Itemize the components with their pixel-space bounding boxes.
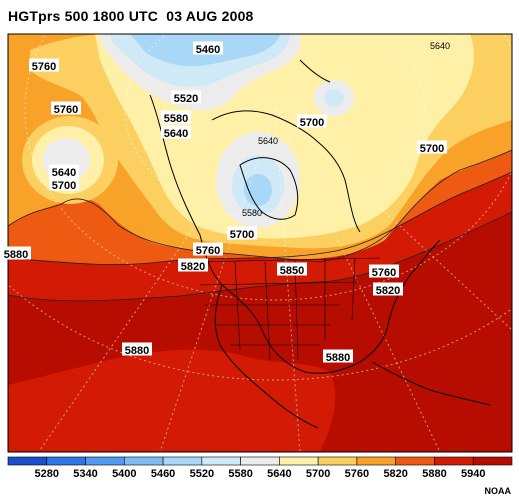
- contour-label-5880-sw: 5880: [122, 342, 152, 357]
- svg-text:5880: 5880: [125, 345, 149, 357]
- svg-text:5760: 5760: [32, 61, 56, 73]
- svg-text:5760: 5760: [196, 245, 220, 257]
- legend-label: 5580: [228, 468, 252, 480]
- svg-text:5880: 5880: [4, 249, 28, 261]
- svg-text:5760: 5760: [372, 267, 396, 279]
- contour-label-5640-hudson: 5640: [258, 136, 278, 146]
- credit-text: NOAA: [484, 486, 512, 496]
- legend-label: 5280: [35, 468, 59, 480]
- contour-label-5580-hudson: 5580: [242, 208, 262, 218]
- contour-label-5700-pac: 5700: [49, 177, 79, 192]
- contour-label-5880-gulf: 5880: [323, 349, 353, 364]
- legend-swatch: [279, 456, 319, 466]
- contour-label-5580-arctic: 5580: [161, 110, 191, 125]
- state-borders: [194, 257, 381, 361]
- legend-swatch: [472, 456, 513, 466]
- svg-text:5640: 5640: [164, 128, 188, 140]
- svg-text:5640: 5640: [258, 136, 278, 146]
- contour-label-5700-lakes: 5700: [227, 226, 257, 241]
- legend-swatch: [124, 456, 164, 466]
- svg-text:5850: 5850: [280, 265, 304, 277]
- legend-label: 5520: [190, 468, 214, 480]
- legend: 5280 5340 5400 5460 5520 5580 5640 5700 5760 5820…: [7, 456, 513, 480]
- legend-swatch: [395, 456, 435, 466]
- contour-label-5640-ne: 5640: [430, 41, 450, 51]
- graticule: [8, 34, 512, 452]
- contour-label-5880-west: 5880: [1, 246, 31, 261]
- map-frame: [7, 33, 513, 453]
- legend-swatch: [356, 456, 396, 466]
- legend-label: 5400: [112, 468, 136, 480]
- svg-text:5700: 5700: [230, 229, 254, 241]
- legend-label: 5880: [422, 468, 446, 480]
- contour-label-5760-nw: 5760: [29, 58, 59, 73]
- svg-text:5760: 5760: [54, 104, 78, 116]
- legend-swatch: [240, 456, 280, 466]
- contour-label-5850-center: 5850: [277, 262, 307, 277]
- legend-label: 5460: [151, 468, 175, 480]
- contour-label-5640-pac: 5640: [49, 164, 79, 179]
- legend-swatch: [7, 456, 48, 466]
- legend-label: 5700: [306, 468, 330, 480]
- contour-fill-layer: [8, 34, 512, 452]
- ne-low-5580: [324, 89, 344, 107]
- contour-label-5820-east: 5820: [373, 282, 403, 297]
- legend-swatch: [46, 456, 86, 466]
- contour-label-5820-west: 5820: [178, 258, 208, 273]
- legend-swatch: [434, 456, 474, 466]
- contour-label-5760-pac: 5760: [51, 101, 81, 116]
- legend-swatch: [201, 456, 241, 466]
- legend-swatch: [162, 456, 203, 466]
- svg-text:5700: 5700: [52, 180, 76, 192]
- contour-label-5700-east: 5700: [417, 140, 447, 155]
- map-title: HGTprs 500 1800 UTC 03 AUG 2008: [8, 8, 254, 24]
- svg-text:5700: 5700: [420, 143, 444, 155]
- svg-text:5640: 5640: [430, 41, 450, 51]
- contour-labels: 5460 564057605760552055805640570057005640…: [1, 41, 450, 364]
- contour-label-5700-hudson: 5700: [297, 114, 327, 129]
- svg-text:5580: 5580: [164, 113, 188, 125]
- contour-label-5640-arctic: 5640: [161, 125, 191, 140]
- legend-swatch: [85, 456, 125, 466]
- svg-text:5580: 5580: [242, 208, 262, 218]
- legend-label: 5640: [267, 468, 291, 480]
- legend-label: 5940: [461, 468, 485, 480]
- svg-text:5820: 5820: [376, 285, 400, 297]
- contour-label-5760-east: 5760: [369, 264, 399, 279]
- svg-text:5820: 5820: [181, 261, 205, 273]
- coastlines: [149, 59, 491, 429]
- legend-swatch: [317, 456, 358, 466]
- contour-label-5460-north: 5460: [193, 41, 223, 56]
- legend-label: 5760: [345, 468, 369, 480]
- contour-label-5760-west: 5760: [193, 242, 223, 257]
- svg-text:5880: 5880: [326, 352, 350, 364]
- svg-text:5520: 5520: [174, 93, 198, 105]
- svg-text:5700: 5700: [300, 117, 324, 129]
- contour-label-5520-arctic: 5520: [171, 90, 201, 105]
- svg-text:5640: 5640: [52, 167, 76, 179]
- legend-label: 5340: [73, 468, 97, 480]
- legend-label: 5820: [383, 468, 407, 480]
- svg-text:5460: 5460: [196, 44, 220, 56]
